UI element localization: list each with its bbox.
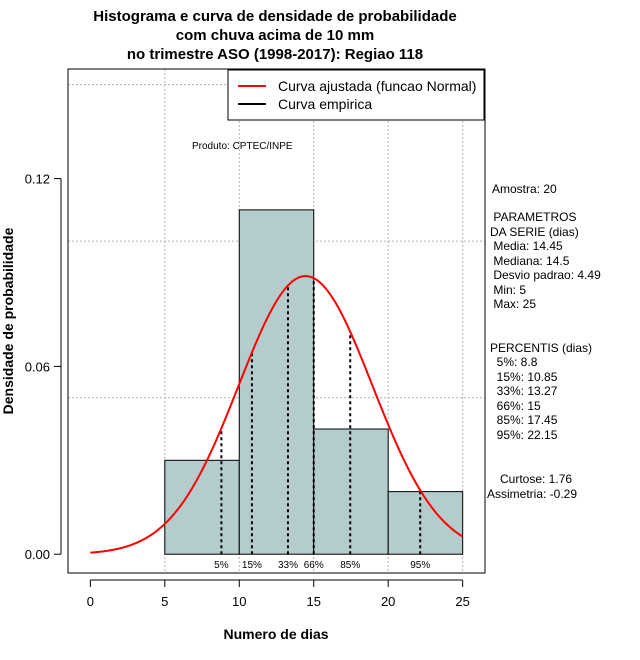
x-tick-label: 15 (306, 594, 320, 609)
chart-title-line-1: Histograma e curva de densidade de proba… (93, 8, 456, 25)
legend-label-empirical: Curva empirica (278, 96, 372, 112)
y-axis: 0.00 0.06 0.12 (25, 172, 62, 562)
chart-title-line-2: com chuva acima de 10 mm (176, 27, 374, 44)
x-axis: 0 5 10 15 20 25 (87, 579, 470, 609)
percentile-lines: 5% 15% 33% 66% 85% 95% (214, 278, 430, 571)
y-tick-label: 0.12 (25, 172, 50, 187)
stats-min: Min: 5 (490, 283, 526, 297)
x-tick-label: 20 (381, 594, 395, 609)
stats-parameters-heading: PARAMETROS (490, 210, 576, 224)
percentile-label: 5% (214, 560, 229, 571)
y-axis-title: Densidade de probabilidade (0, 227, 16, 414)
stats-std-dev: Desvio padrao: 4.49 (490, 268, 601, 282)
x-tick-label: 0 (87, 594, 94, 609)
stats-percentile-5: 5%: 8.8 (490, 355, 538, 369)
histogram-bar (387, 491, 464, 555)
y-tick-label: 0.00 (25, 547, 50, 562)
y-tick-label: 0.06 (25, 359, 50, 374)
stats-skewness: Assimetria: -0.29 (487, 487, 577, 501)
histogram-bars (164, 209, 464, 555)
histogram-bar (164, 459, 240, 555)
percentile-label: 66% (304, 560, 324, 571)
stats-panel: Amostra: 20 PARAMETROS DA SERIE (dias) M… (487, 182, 601, 501)
legend-label-normal: Curva ajustada (funcao Normal) (278, 78, 476, 94)
legend-box (227, 69, 485, 121)
histogram-bar (238, 209, 315, 555)
stats-percentile-33: 33%: 13.27 (490, 384, 558, 398)
product-annotation: Produto: CPTEC/INPE (192, 141, 293, 152)
percentile-label: 95% (410, 560, 430, 571)
stats-percentiles-heading: PERCENTIS (dias) (490, 341, 592, 355)
legend: Curva ajustada (funcao Normal) Curva emp… (227, 69, 485, 121)
chart-title: Histograma e curva de densidade de proba… (93, 8, 456, 63)
stats-percentile-15: 15%: 10.85 (490, 370, 558, 384)
percentile-label: 33% (278, 560, 298, 571)
stats-max: Max: 25 (490, 297, 536, 311)
x-tick-label: 25 (455, 594, 469, 609)
stats-parameters-subheading: DA SERIE (dias) (490, 225, 579, 239)
stats-percentile-66: 66%: 15 (490, 399, 541, 413)
stats-percentile-95: 95%: 22.15 (490, 428, 558, 442)
chart-title-line-3: no trimestre ASO (1998-2017): Regiao 118 (127, 46, 423, 63)
percentile-label: 85% (340, 560, 360, 571)
percentile-label: 15% (242, 560, 262, 571)
x-tick-label: 5 (161, 594, 168, 609)
stats-mean: Media: 14.45 (490, 239, 563, 253)
normal-curve (90, 275, 464, 554)
stats-sample-size: Amostra: 20 (492, 182, 557, 196)
stats-percentile-85: 85%: 17.45 (490, 413, 558, 427)
stats-kurtosis: Curtose: 1.76 (500, 472, 572, 486)
x-tick-label: 10 (232, 594, 246, 609)
stats-median: Mediana: 14.5 (490, 254, 570, 268)
x-axis-title: Numero de dias (223, 626, 328, 642)
plot-frame (67, 68, 486, 574)
